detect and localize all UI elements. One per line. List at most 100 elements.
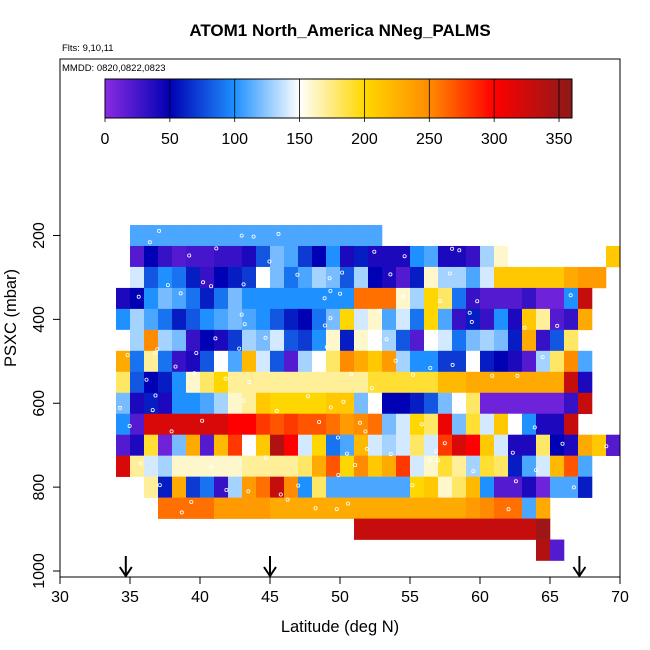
- heatmap-cell: [340, 329, 355, 352]
- heatmap-cell: [340, 497, 355, 519]
- heatmap-cell: [340, 308, 355, 331]
- heatmap-cell: [508, 329, 523, 352]
- heatmap-cell: [452, 413, 467, 435]
- sample-marker: [410, 483, 415, 488]
- heatmap-cell: [130, 350, 145, 373]
- heatmap-cell: [312, 455, 327, 477]
- heatmap-cell: [508, 518, 523, 540]
- sample-marker: [209, 284, 214, 289]
- heatmap-cell: [396, 455, 411, 477]
- colorbar-ticks: 0 50 100 150 200 250 300 350: [101, 79, 572, 148]
- heatmap-cell: [438, 245, 453, 268]
- sample-marker: [322, 296, 327, 301]
- heatmap-cell: [536, 434, 551, 456]
- heatmap-cell: [466, 455, 481, 477]
- heatmap-cell: [452, 308, 467, 331]
- heatmap-cell: [200, 392, 215, 415]
- heatmap-cell: [214, 287, 229, 310]
- y-tick-label: 800: [31, 474, 48, 501]
- heatmap-cell: [564, 308, 579, 331]
- heatmap-cell: [466, 371, 481, 394]
- heatmap-cell: [396, 308, 411, 331]
- heatmap-cell: [116, 392, 131, 415]
- sample-marker: [568, 293, 573, 298]
- heatmap-cell: [242, 245, 257, 268]
- heatmap-cell: [340, 476, 355, 498]
- sample-marker: [515, 373, 520, 378]
- heatmap-cell: [172, 371, 187, 394]
- sample-marker: [410, 372, 415, 377]
- heatmap-cell: [508, 497, 523, 519]
- heatmap-cell: [410, 287, 425, 310]
- heatmap-cell: [396, 266, 411, 289]
- heatmap-cell: [172, 329, 187, 352]
- heatmap-cell: [312, 350, 327, 373]
- sample-marker: [384, 337, 389, 342]
- heatmap-cell: [144, 476, 159, 498]
- heatmap-cell: [508, 455, 523, 477]
- heatmap-cell: [340, 371, 355, 394]
- heatmap-cell: [480, 518, 495, 540]
- heatmap-cell: [550, 434, 565, 456]
- sample-marker: [522, 325, 527, 330]
- sample-marker: [560, 441, 565, 446]
- heatmap-cell: [130, 434, 145, 456]
- sample-marker: [338, 291, 343, 296]
- heatmap-cell: [452, 497, 467, 519]
- heatmap-cell: [452, 287, 467, 310]
- heatmap-cell: [480, 308, 495, 331]
- sample-marker: [341, 399, 346, 404]
- sample-marker: [276, 231, 281, 236]
- heatmap-cell: [424, 266, 439, 289]
- heatmap-cell: [354, 434, 369, 456]
- heatmap-cell: [284, 329, 299, 352]
- sample-marker: [430, 342, 435, 347]
- heatmap-cell: [270, 266, 285, 289]
- sample-marker: [328, 316, 333, 321]
- heatmap-cell: [284, 266, 299, 289]
- heatmap-cell: [116, 434, 131, 456]
- sample-marker: [157, 483, 162, 488]
- heatmap-cell: [340, 245, 355, 268]
- heatmap-cell: [256, 245, 271, 268]
- heatmap-cell: [354, 455, 369, 477]
- sample-marker: [125, 353, 130, 358]
- sample-marker: [327, 276, 332, 281]
- heatmap-cell: [256, 476, 271, 498]
- heatmap-cell: [256, 455, 271, 477]
- heatmap-cell: [172, 350, 187, 373]
- heatmap-cell: [214, 245, 229, 268]
- heatmap-cell: [382, 476, 397, 498]
- heatmap-cell: [270, 455, 285, 477]
- heatmap-cell: [536, 392, 551, 415]
- heatmap-cell: [256, 308, 271, 331]
- heatmap-cell: [298, 413, 313, 435]
- heatmap-cell: [368, 497, 383, 519]
- heatmap-cell: [382, 308, 397, 331]
- heatmap-cell: [368, 329, 383, 352]
- heatmap-cell: [228, 225, 243, 247]
- sample-marker: [237, 346, 242, 351]
- heatmap-cell: [354, 497, 369, 519]
- heatmap-cell: [438, 518, 453, 540]
- heatmap-cell: [466, 266, 481, 289]
- mmdd-annotation: MMDD: 0820,0822,0823: [62, 63, 166, 74]
- heatmap-cell: [522, 476, 537, 498]
- heatmap-cell: [522, 392, 537, 415]
- heatmap-cell: [326, 392, 341, 415]
- heatmap-cell: [284, 413, 299, 435]
- heatmap-cell: [256, 371, 271, 394]
- heatmap-cell: [494, 434, 509, 456]
- heatmap-cell: [536, 308, 551, 331]
- heatmap-cell: [298, 497, 313, 519]
- sample-marker: [475, 299, 480, 304]
- sample-marker: [427, 457, 432, 462]
- heatmap-cell: [116, 371, 131, 394]
- heatmap-cell: [298, 392, 313, 415]
- heatmap-cell: [382, 371, 397, 394]
- heatmap-cell: [326, 497, 341, 519]
- heatmap-cell: [368, 371, 383, 394]
- heatmap-cell: [592, 245, 607, 268]
- heatmap-cell: [382, 497, 397, 519]
- heatmap-cell: [130, 413, 145, 435]
